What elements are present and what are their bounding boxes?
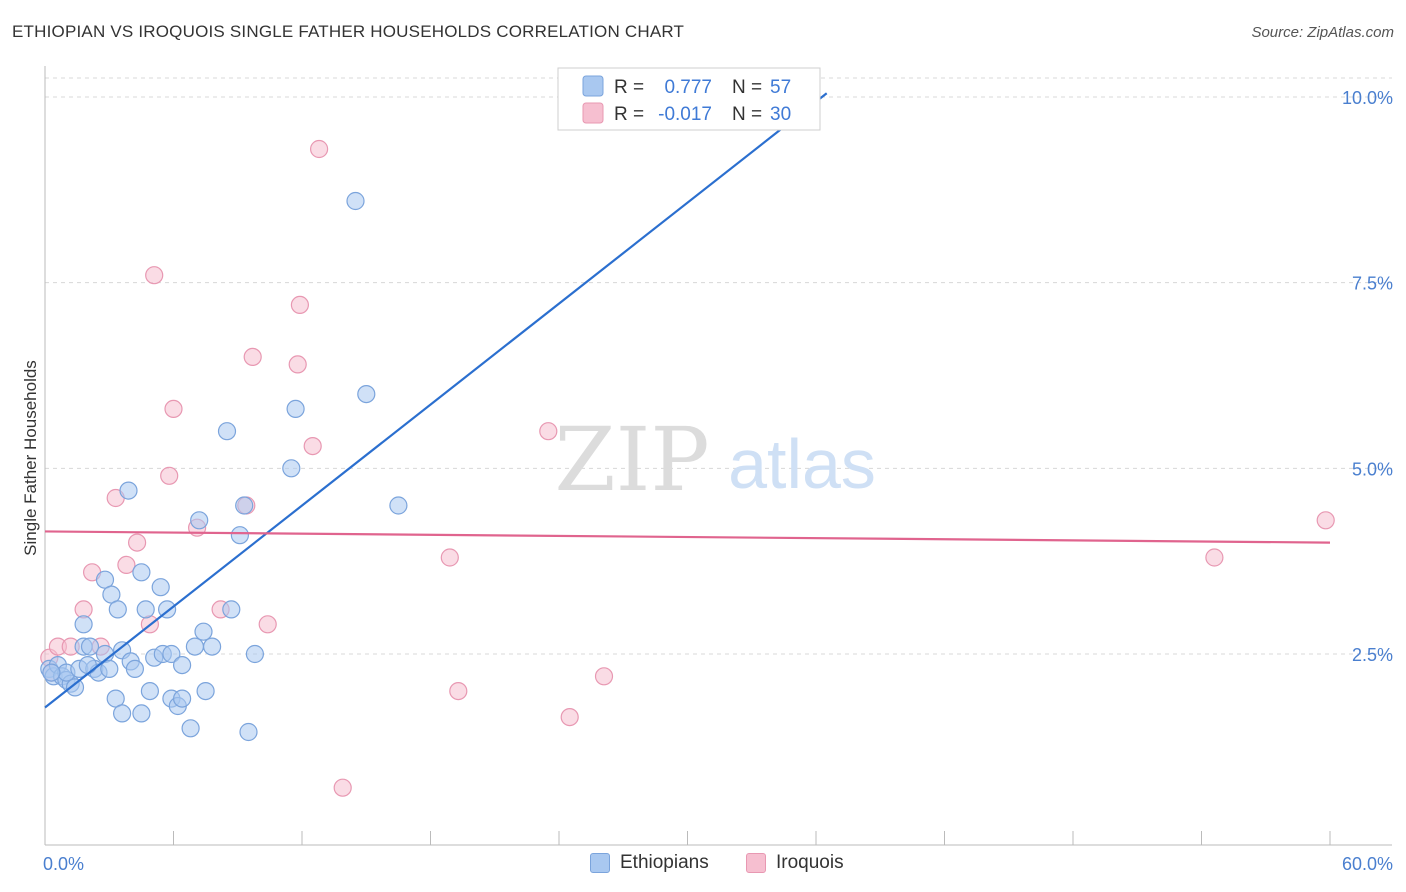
ethiopians-point-37 xyxy=(173,689,192,708)
ethiopians-point-26 xyxy=(132,704,151,723)
iroquois-point-28 xyxy=(594,667,614,686)
ethiopians-point-48 xyxy=(239,722,258,742)
ethiopians-point-50 xyxy=(282,459,301,478)
ethiopians-point-6 xyxy=(65,678,85,697)
y-tick-label-2: 7.5% xyxy=(1352,274,1393,294)
ethiopians-point-40 xyxy=(190,511,209,530)
legend-r-label-2: R = xyxy=(614,104,644,125)
ethiopians-point-42 xyxy=(196,681,215,701)
ethiopians-point-22 xyxy=(119,481,138,500)
y-tick-label-1: 5.0% xyxy=(1352,459,1393,479)
ethiopians-point-25 xyxy=(132,563,151,582)
iroquois-point-23 xyxy=(333,778,352,797)
axes xyxy=(44,66,1392,846)
iroquois-point-27 xyxy=(560,707,579,727)
legend-swatch-iroquois xyxy=(582,102,604,124)
ethiopians-point-49 xyxy=(245,644,264,664)
ethiopians-point-51 xyxy=(286,399,305,418)
legend-r-value-2: -0.017 xyxy=(658,104,712,125)
ethiopians-point-16 xyxy=(100,659,119,679)
ethiopians-point-39 xyxy=(185,637,204,656)
ethiopians-point-44 xyxy=(217,422,237,441)
legend-top: R = 0.777 N = 57 R = -0.017 N = 30 xyxy=(557,67,821,131)
gridlines xyxy=(45,77,1392,655)
legend-bottom: Ethiopians Iroquois xyxy=(0,852,1406,880)
legend-swatch-ethiopians xyxy=(582,75,604,97)
ethiopians-point-33 xyxy=(162,644,181,664)
ethiopians-point-53 xyxy=(357,385,376,404)
iroquois-point-30 xyxy=(1316,511,1335,530)
iroquois-trendline xyxy=(44,530,1331,544)
iroquois-point-9 xyxy=(128,533,147,552)
ethiopians-point-47 xyxy=(235,496,254,515)
ethiopians-point-43 xyxy=(203,637,222,656)
legend-n-label-1: N = xyxy=(732,77,762,98)
ethiopians-point-54 xyxy=(389,496,408,515)
chart-title: ETHIOPIAN VS IROQUOIS SINGLE FATHER HOUS… xyxy=(12,22,685,41)
ethiopians-point-20 xyxy=(112,704,132,723)
legend-label-iroquois: Iroquois xyxy=(776,852,844,873)
iroquois-point-22 xyxy=(310,139,329,159)
ethiopians-point-24 xyxy=(125,659,144,679)
iroquois-point-29 xyxy=(1205,548,1224,567)
legend-swatch xyxy=(590,853,610,873)
legend-item-ethiopians: Ethiopians xyxy=(590,852,709,874)
source-label: Source: ZipAtlas.com xyxy=(1251,24,1394,41)
iroquois-point-21 xyxy=(303,437,322,456)
ethiopians-point-38 xyxy=(181,719,200,738)
iroquois-point-26 xyxy=(539,422,558,441)
y-axis-label: Single Father Households xyxy=(21,360,40,556)
x-tick-label-max: 60.0% xyxy=(1342,854,1393,874)
watermark-atlas: atlas xyxy=(728,425,876,503)
watermark: ZIP atlas xyxy=(554,408,876,511)
ethiopians-point-56 xyxy=(78,655,97,675)
legend-n-value-1: 57 xyxy=(770,77,791,98)
ethiopians-point-46 xyxy=(230,526,249,545)
iroquois-point-18 xyxy=(258,615,277,634)
ethiopians-point-11 xyxy=(80,637,100,656)
iroquois-point-25 xyxy=(449,681,468,701)
iroquois-point-13 xyxy=(164,399,183,418)
tick-labels: 2.5% 5.0% 7.5% 10.0% 0.0% 60.0% xyxy=(43,88,1393,874)
iroquois-point-20 xyxy=(290,295,309,314)
ethiopians-point-55 xyxy=(42,663,61,682)
ethiopians-point-36 xyxy=(173,655,192,675)
iroquois-point-12 xyxy=(160,466,179,485)
trendlines xyxy=(44,92,1331,709)
iroquois-point-11 xyxy=(145,266,164,285)
legend-r-value-1: 0.777 xyxy=(664,77,712,98)
iroquois-point-19 xyxy=(288,355,307,374)
iroquois-point-17 xyxy=(243,347,262,366)
ethiopians-point-30 xyxy=(151,578,170,597)
x-tick-label-min: 0.0% xyxy=(43,854,84,874)
ethiopians-point-10 xyxy=(74,615,93,634)
legend-item-iroquois: Iroquois xyxy=(746,852,844,874)
ethiopians-point-45 xyxy=(222,600,241,619)
legend-n-label-2: N = xyxy=(732,104,762,125)
legend-label-ethiopians: Ethiopians xyxy=(620,852,709,873)
iroquois-point-8 xyxy=(117,555,136,575)
legend-n-value-2: 30 xyxy=(770,104,791,125)
legend-swatch xyxy=(746,853,766,873)
iroquois-point-24 xyxy=(440,548,459,567)
watermark-zip: ZIP xyxy=(554,408,709,511)
ethiopians-points xyxy=(40,191,408,742)
y-tick-label-3: 10.0% xyxy=(1342,88,1393,108)
ethiopians-point-41 xyxy=(194,622,213,641)
ethiopians-point-28 xyxy=(140,681,159,701)
ethiopians-point-27 xyxy=(136,600,155,619)
legend-r-label-1: R = xyxy=(614,77,644,98)
y-tick-label-0: 2.5% xyxy=(1352,645,1393,665)
ethiopians-trendline xyxy=(44,92,828,709)
ethiopians-point-52 xyxy=(346,191,365,211)
ethiopians-point-19 xyxy=(108,600,127,619)
